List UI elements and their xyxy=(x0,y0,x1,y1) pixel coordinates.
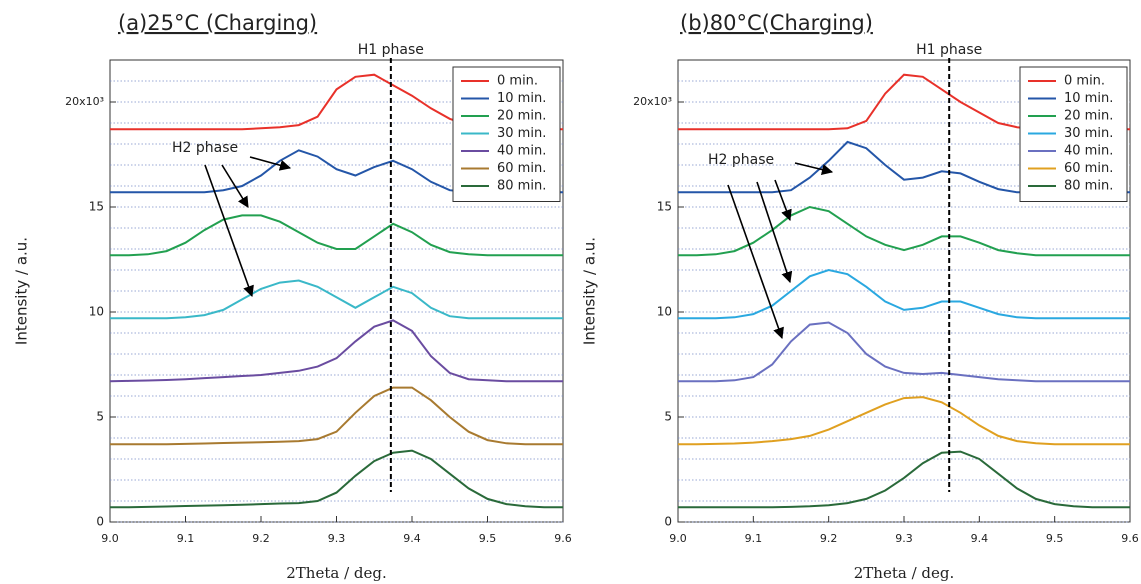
annotation: H2 phase xyxy=(708,152,774,168)
x-axis-label: 2Theta / deg. xyxy=(854,564,955,582)
arrow xyxy=(249,156,292,171)
arrow xyxy=(774,179,792,222)
x-axis-label: 2Theta / deg. xyxy=(286,564,387,582)
arrow xyxy=(727,184,784,340)
panel: 0 5 10 15 20x10³ 9.0 9.1 9.2 9.3 9.4 9.5 9.6 H1 phas… xyxy=(13,11,572,582)
legend-box xyxy=(452,66,561,202)
legend-label: 0 min. xyxy=(1064,74,1105,89)
x-tick-label: 9.4 xyxy=(403,532,421,545)
chart-title: (b)80°C(Charging) xyxy=(680,11,873,35)
chart-title: (a)25°C (Charging) xyxy=(118,11,317,35)
y-tick-label: 10 xyxy=(657,305,672,319)
x-tick-label: 9.2 xyxy=(820,532,838,545)
x-tick-label: 9.4 xyxy=(971,532,989,545)
line-series xyxy=(110,279,563,320)
legend-label: 30 min. xyxy=(1064,126,1113,141)
legend-box xyxy=(1019,66,1128,202)
annotation: H1 phase xyxy=(358,42,424,58)
legend-label: 60 min. xyxy=(497,161,546,176)
legend-label: 40 min. xyxy=(497,144,546,159)
legend-label: 10 min. xyxy=(497,91,546,106)
line-series xyxy=(110,386,563,446)
legend-label: 10 min. xyxy=(1064,91,1113,106)
legend-label: 60 min. xyxy=(1064,161,1113,176)
y-tick-label: 20x10³ xyxy=(65,95,104,108)
arrow xyxy=(794,162,834,176)
x-tick-label: 9.2 xyxy=(252,532,270,545)
legend-label: 30 min. xyxy=(497,126,546,141)
annotation: H1 phase xyxy=(916,42,982,58)
x-tick-label: 9.0 xyxy=(101,532,119,545)
annotation: H2 phase xyxy=(172,140,238,156)
line-series xyxy=(678,268,1130,320)
panel: 0 5 10 15 20x10³ 9.0 9.1 9.2 9.3 9.4 9.5 9.6 H1 phas… xyxy=(581,11,1139,582)
y-tick-label: 15 xyxy=(89,200,104,214)
arrow xyxy=(756,181,793,284)
line-series xyxy=(110,214,563,257)
line-series xyxy=(678,205,1130,257)
x-tick-label: 9.0 xyxy=(669,532,687,545)
legend-label: 40 min. xyxy=(1064,144,1113,159)
line-series xyxy=(109,319,563,383)
line-series xyxy=(678,396,1130,446)
y-axis-label: Intensity / a.u. xyxy=(581,237,599,345)
y-tick-label: 10 xyxy=(89,305,104,319)
arrow xyxy=(204,164,254,298)
x-tick-label: 9.5 xyxy=(479,532,497,545)
y-tick-label: 5 xyxy=(96,410,104,424)
legend-label: 80 min. xyxy=(1064,179,1113,194)
line-series xyxy=(110,449,563,509)
x-tick-label: 9.6 xyxy=(1121,532,1139,545)
x-tick-label: 9.6 xyxy=(554,532,572,545)
y-axis-label: Intensity / a.u. xyxy=(13,237,31,345)
y-tick-label: 5 xyxy=(664,410,672,424)
x-tick-label: 9.1 xyxy=(177,532,195,545)
arrow xyxy=(221,164,249,208)
y-tick-label: 0 xyxy=(96,515,104,529)
x-tick-label: 9.3 xyxy=(895,532,913,545)
x-tick-label: 9.5 xyxy=(1046,532,1064,545)
legend-label: 20 min. xyxy=(497,109,546,124)
x-tick-label: 9.3 xyxy=(328,532,346,545)
legend-label: 20 min. xyxy=(1064,109,1113,124)
y-tick-label: 0 xyxy=(664,515,672,529)
legend-label: 80 min. xyxy=(497,179,546,194)
line-series xyxy=(678,321,1130,383)
x-tick-label: 9.1 xyxy=(745,532,763,545)
y-tick-label: 20x10³ xyxy=(633,95,672,108)
line-series xyxy=(678,450,1130,509)
legend-label: 0 min. xyxy=(497,74,538,89)
y-tick-label: 15 xyxy=(657,200,672,214)
